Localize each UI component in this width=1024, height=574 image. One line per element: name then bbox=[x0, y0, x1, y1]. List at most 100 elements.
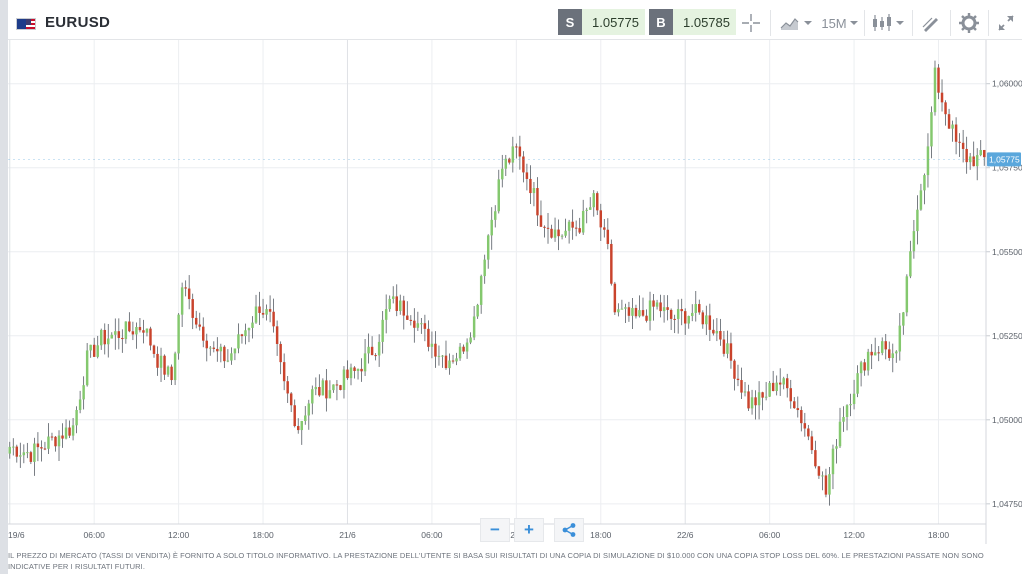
candle-down bbox=[659, 302, 662, 312]
candle-down bbox=[258, 306, 261, 313]
candle-down bbox=[680, 309, 683, 312]
candle-up bbox=[968, 156, 972, 163]
candle-up bbox=[107, 338, 110, 345]
candle-down bbox=[293, 405, 296, 427]
candle-up bbox=[705, 315, 708, 325]
candle-down bbox=[803, 423, 807, 429]
candle-up bbox=[455, 358, 458, 362]
zoom-in-button[interactable]: + bbox=[514, 518, 544, 542]
candle-down bbox=[198, 324, 201, 327]
candle-up bbox=[501, 168, 504, 180]
candle-down bbox=[947, 114, 951, 129]
candle-down bbox=[824, 475, 828, 495]
buy-button[interactable]: B 1.05785 bbox=[649, 9, 736, 35]
candle-down bbox=[261, 312, 265, 315]
candle-up bbox=[912, 231, 916, 252]
zoom-out-button[interactable]: − bbox=[480, 518, 510, 542]
y-tick-label: 1,05000 bbox=[992, 415, 1022, 425]
candle-down bbox=[138, 326, 142, 331]
candle-up bbox=[662, 307, 666, 312]
candle-up bbox=[919, 190, 923, 210]
candle-up bbox=[631, 307, 634, 316]
crosshair-icon[interactable] bbox=[736, 8, 766, 38]
candle-up bbox=[219, 346, 223, 352]
candle-down bbox=[754, 397, 757, 406]
candle-down bbox=[187, 288, 191, 300]
candle-down bbox=[395, 296, 398, 311]
candle-up bbox=[472, 316, 476, 338]
candle-down bbox=[43, 448, 47, 450]
candle-down bbox=[36, 443, 40, 448]
candle-up bbox=[835, 446, 838, 449]
candle-down bbox=[297, 426, 300, 431]
candle-up bbox=[687, 316, 690, 324]
current-price-label: 1,05775 bbox=[989, 154, 1020, 164]
candle-up bbox=[180, 287, 184, 315]
candle-up bbox=[975, 155, 979, 167]
candle-down bbox=[40, 447, 43, 449]
candle-down bbox=[983, 150, 986, 158]
candle-down bbox=[870, 351, 873, 356]
candle-down bbox=[683, 311, 687, 324]
candlestick-chart[interactable]: 1,04750 1,05000 1,05250 1,05500 1,05750 1,060… bbox=[8, 40, 1022, 548]
candle-down bbox=[771, 382, 775, 391]
candle-up bbox=[715, 331, 719, 334]
candle-up bbox=[891, 353, 895, 359]
candle-down bbox=[15, 446, 19, 457]
candle-down bbox=[814, 450, 817, 467]
candle-up bbox=[230, 353, 233, 361]
area-chart-icon[interactable] bbox=[776, 8, 816, 38]
share-icon[interactable] bbox=[554, 518, 584, 542]
x-tick-label: 18:00 bbox=[252, 530, 274, 540]
candle-down bbox=[666, 307, 669, 310]
candle-down bbox=[92, 344, 96, 357]
timeframe-selector[interactable]: 15M bbox=[820, 8, 860, 38]
candle-up bbox=[581, 210, 585, 233]
candle-down bbox=[810, 436, 814, 451]
candle-down bbox=[954, 124, 958, 142]
candle-up bbox=[12, 446, 15, 448]
candle-down bbox=[121, 337, 124, 340]
candle-up bbox=[71, 425, 75, 436]
candle-up bbox=[437, 355, 441, 357]
expand-icon[interactable] bbox=[992, 8, 1020, 38]
candle-down bbox=[793, 401, 796, 409]
candle-up bbox=[782, 378, 785, 385]
candle-down bbox=[409, 319, 413, 321]
candle-down bbox=[427, 328, 430, 347]
candle-down bbox=[937, 67, 940, 93]
candle-up bbox=[567, 221, 571, 231]
candle-up bbox=[399, 300, 402, 311]
candle-up bbox=[476, 304, 479, 317]
candlestick-icon[interactable] bbox=[868, 8, 908, 38]
candle-up bbox=[458, 346, 462, 359]
timeframe-label: 15M bbox=[821, 15, 847, 31]
candle-up bbox=[560, 235, 564, 237]
draw-tool-icon[interactable] bbox=[916, 8, 946, 38]
candle-down bbox=[194, 317, 198, 325]
candle-down bbox=[451, 360, 455, 362]
candle-up bbox=[342, 369, 346, 390]
candle-down bbox=[142, 330, 145, 333]
candle-up bbox=[110, 334, 114, 339]
candle-up bbox=[82, 385, 85, 400]
candle-up bbox=[926, 146, 930, 176]
candle-up bbox=[768, 382, 771, 397]
gear-icon[interactable] bbox=[954, 8, 984, 38]
x-tick-label: 18:00 bbox=[928, 530, 950, 540]
candle-down bbox=[722, 339, 726, 354]
candle-up bbox=[254, 306, 258, 323]
candle-up bbox=[676, 309, 680, 319]
candle-up bbox=[420, 323, 423, 325]
candle-up bbox=[930, 112, 933, 147]
candle-down bbox=[68, 427, 71, 436]
candle-down bbox=[747, 391, 750, 409]
candle-up bbox=[233, 348, 237, 354]
candle-up bbox=[845, 405, 849, 417]
candle-up bbox=[764, 396, 768, 398]
price-chart[interactable]: 1,04750 1,05000 1,05250 1,05500 1,05750 1,060… bbox=[8, 40, 1022, 548]
candle-up bbox=[479, 276, 483, 305]
candle-up bbox=[332, 384, 335, 391]
sell-button[interactable]: S 1.05775 bbox=[558, 9, 645, 35]
candle-down bbox=[360, 368, 363, 372]
